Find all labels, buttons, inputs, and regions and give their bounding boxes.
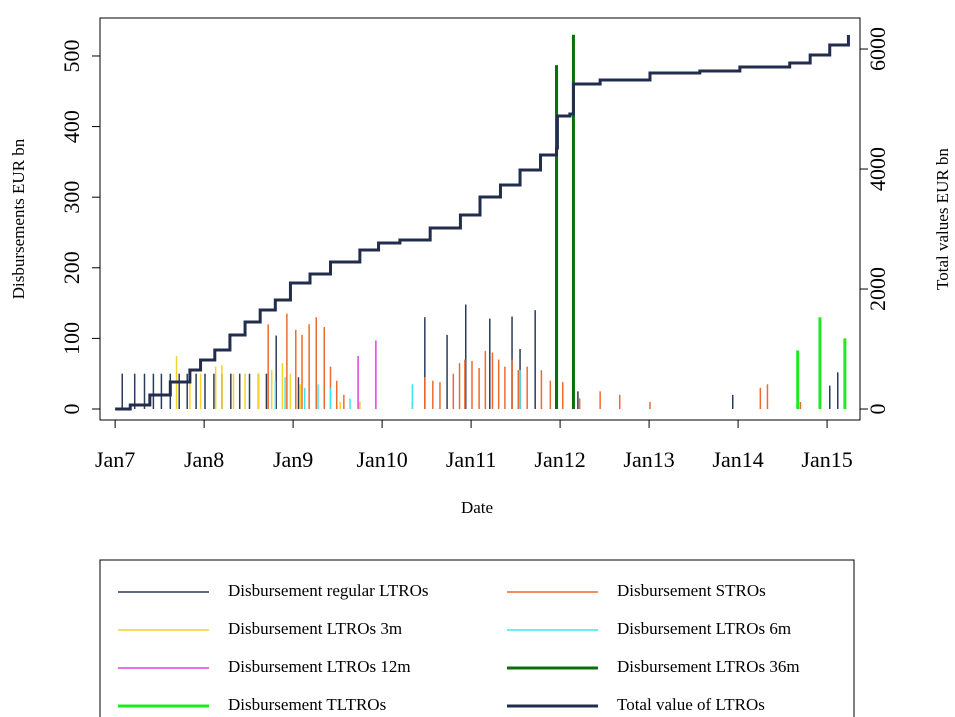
- legend-label: Total value of LTROs: [617, 695, 765, 714]
- x-axis-label: Date: [461, 498, 493, 517]
- x-tick-label: Jan12: [534, 447, 585, 472]
- step-line: [115, 35, 850, 411]
- plot-frame: [99, 17, 861, 421]
- y2-tick-label: 6000: [865, 27, 890, 71]
- y2-tick-label: 0: [865, 404, 890, 415]
- legend-label: Disbursement regular LTROs: [228, 581, 429, 600]
- x-tick-label: Jan10: [356, 447, 407, 472]
- x-tick-label: Jan15: [801, 447, 852, 472]
- legend-box: [99, 559, 855, 717]
- y-tick-label: 300: [59, 181, 84, 214]
- x-tick-label: Jan9: [273, 447, 313, 472]
- legend-label: Disbursement LTROs 3m: [228, 619, 402, 638]
- x-tick-label: Jan11: [446, 447, 497, 472]
- legend-label: Disbursement TLTROs: [228, 695, 386, 714]
- y-tick-label: 400: [59, 110, 84, 143]
- y-tick-label: 500: [59, 39, 84, 72]
- legend-label: Disbursement LTROs 36m: [617, 657, 800, 676]
- y2-tick-label: 4000: [865, 147, 890, 191]
- x-tick-label: Jan14: [712, 447, 763, 472]
- y-tick-label: 200: [59, 251, 84, 284]
- legend-label: Disbursement LTROs 12m: [228, 657, 411, 676]
- x-tick-label: Jan13: [623, 447, 674, 472]
- y-tick-label: 0: [59, 403, 84, 414]
- y-axis-label: Disbursements EUR bn: [9, 138, 28, 299]
- x-tick-label: Jan7: [95, 447, 135, 472]
- x-tick-label: Jan8: [184, 447, 224, 472]
- legend-label: Disbursement STROs: [617, 581, 766, 600]
- legend-label: Disbursement LTROs 6m: [617, 619, 791, 638]
- y2-tick-label: 2000: [865, 267, 890, 311]
- y2-axis-label: Total values EUR bn: [933, 148, 952, 290]
- y-tick-label: 100: [59, 322, 84, 355]
